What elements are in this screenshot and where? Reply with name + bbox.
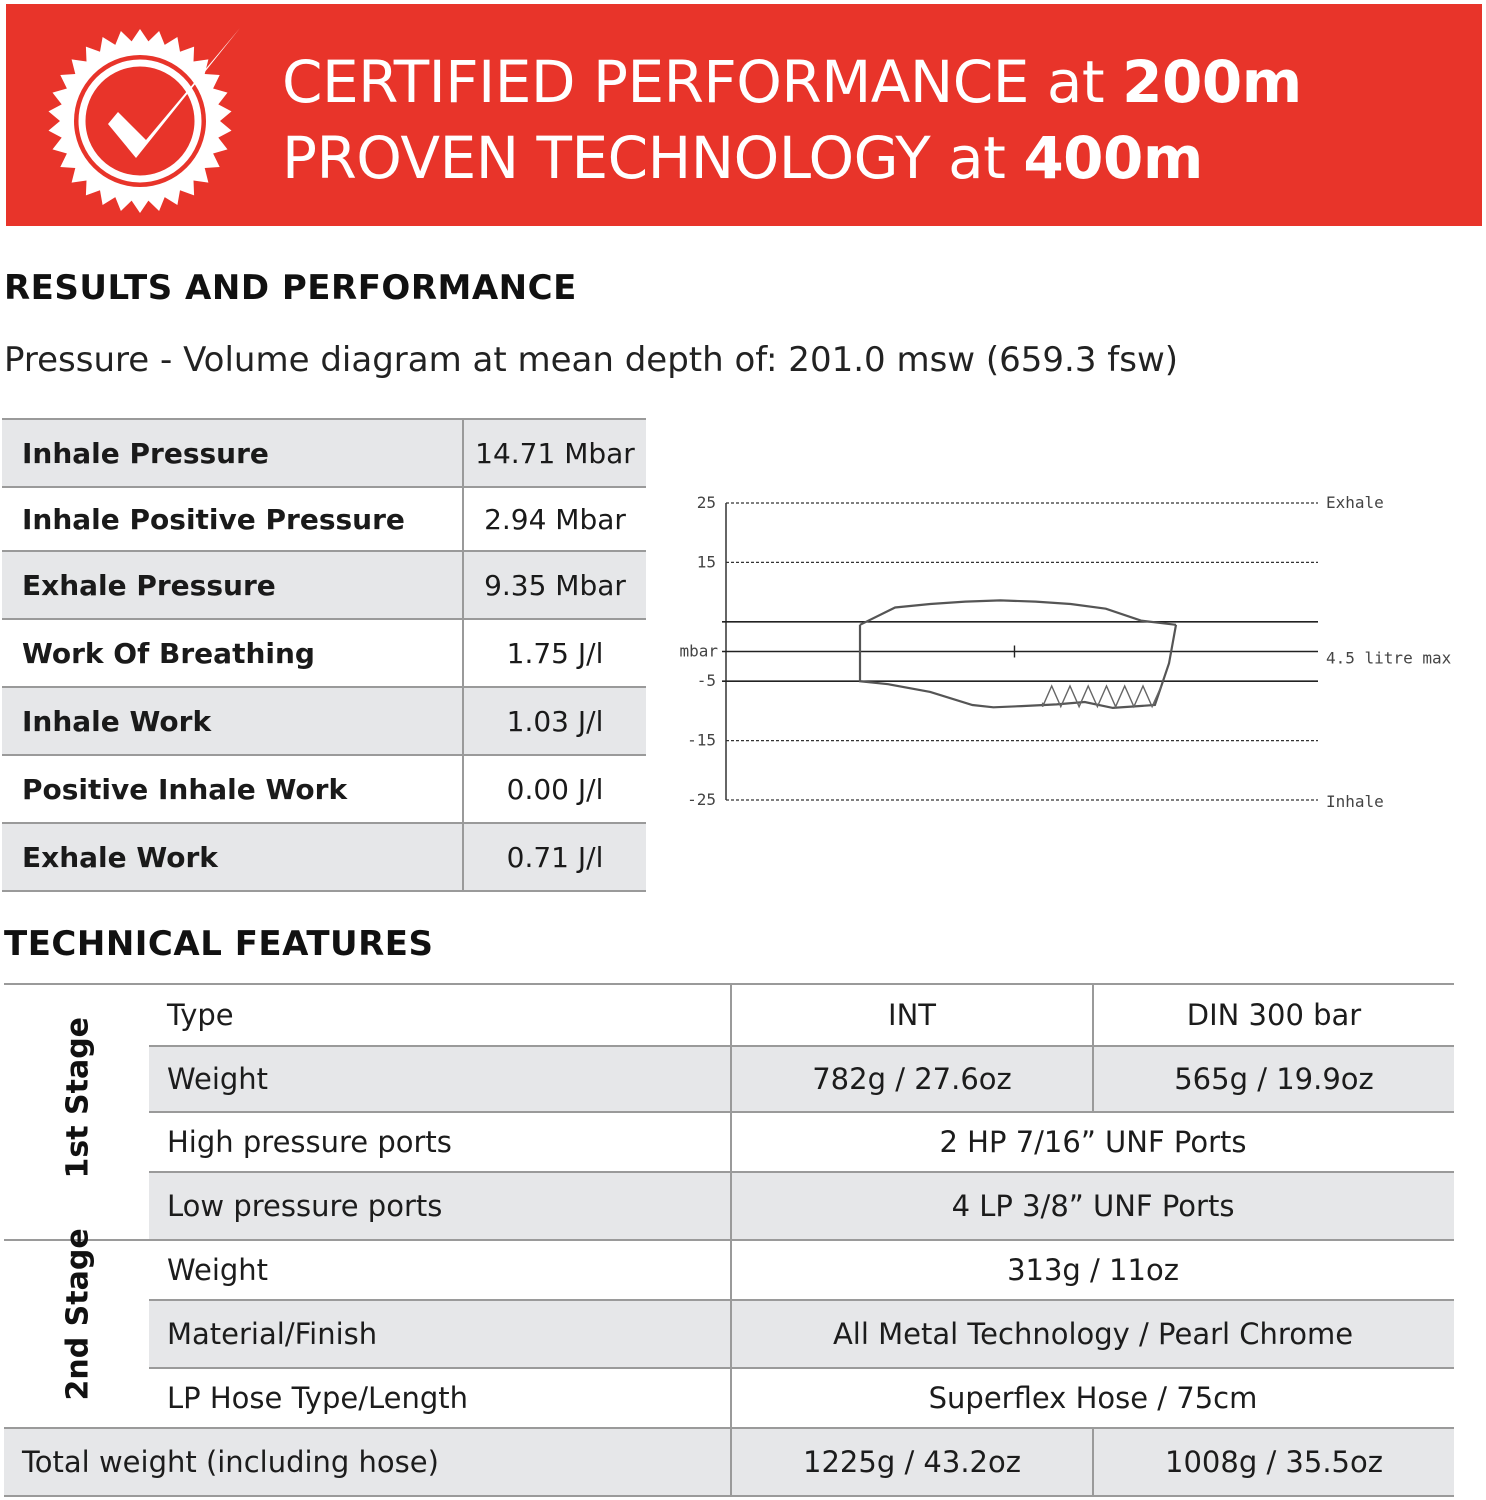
table-row: LP Hose Type/Length Superflex Hose / 75c… [4, 1369, 1454, 1427]
banner-line-certified: CERTIFIED PERFORMANCE at 200m [282, 48, 1302, 116]
table-row: Material/Finish All Metal Technology / P… [4, 1301, 1454, 1367]
row-value: 0.00 J/l [463, 754, 646, 824]
table-row: Positive Inhale Work 0.00 J/l [2, 754, 646, 824]
table-row: Work Of Breathing 1.75 J/l [2, 618, 646, 688]
row-value: 2.94 Mbar [463, 486, 646, 552]
certified-check-icon [48, 28, 240, 213]
exhale-curve [859, 599, 1177, 626]
row-label: LP Hose Type/Length [167, 1381, 468, 1415]
annotation-inhale: Inhale [1326, 792, 1384, 811]
table-row: Exhale Pressure 9.35 Mbar [2, 550, 646, 620]
row-label: Exhale Pressure [2, 550, 464, 620]
row-label: Positive Inhale Work [2, 754, 464, 824]
row-value: 14.71 Mbar [463, 418, 646, 488]
pressure-volume-chart: 25 15 -5 -15 -25 mbar Exhale 4.5 litre max Inhal… [679, 493, 1452, 811]
table-row: Type INT DIN 300 bar [4, 985, 1454, 1045]
total-label: Total weight (including hose) [22, 1445, 439, 1479]
table-row: Weight 313g / 11oz [4, 1241, 1454, 1299]
row-label: Work Of Breathing [2, 618, 464, 688]
int-value: 782g / 27.6oz [730, 1047, 1092, 1111]
certified-banner: CERTIFIED PERFORMANCE at 200m PROVEN TEC… [6, 4, 1482, 226]
table-row: Weight 782g / 27.6oz 565g / 19.9oz [4, 1047, 1454, 1111]
din-value: 565g / 19.9oz [1092, 1047, 1454, 1111]
inhale-oscillation [1041, 684, 1162, 709]
inhale-curve [858, 624, 1178, 710]
total-int-value: 1225g / 43.2oz [730, 1429, 1092, 1495]
row-label: Low pressure ports [167, 1189, 443, 1223]
table-row: Inhale Positive Pressure 2.94 Mbar [2, 486, 646, 552]
y-tick-label: -5 [697, 671, 716, 690]
banner-line1-depth: 200m [1122, 48, 1302, 116]
row-label: Type [167, 998, 234, 1032]
table-row: Exhale Work 0.71 J/l [2, 822, 646, 892]
row-value: 2 HP 7/16” UNF Ports [730, 1113, 1454, 1171]
int-value: INT [730, 985, 1092, 1045]
total-row: Total weight (including hose) 1225g / 43… [4, 1429, 1454, 1495]
row-label: Weight [167, 1062, 269, 1096]
row-value: 4 LP 3/8” UNF Ports [730, 1173, 1454, 1239]
stage1-label: 1st Stage [60, 1016, 96, 1179]
row-value: 0.71 J/l [463, 822, 646, 892]
banner-line1-text: CERTIFIED PERFORMANCE at [282, 48, 1123, 116]
row-value: 313g / 11oz [730, 1241, 1454, 1299]
din-value: DIN 300 bar [1092, 985, 1454, 1045]
y-axis-label: mbar [679, 642, 718, 661]
row-label: High pressure ports [167, 1125, 452, 1159]
table-row: Low pressure ports 4 LP 3/8” UNF Ports [4, 1173, 1454, 1239]
pv-diagram-subtitle: Pressure - Volume diagram at mean depth … [4, 340, 1179, 380]
results-table: Inhale Pressure 14.71 Mbar Inhale Positi… [2, 418, 646, 892]
row-label: Exhale Work [2, 822, 464, 892]
results-heading: RESULTS AND PERFORMANCE [4, 268, 577, 308]
row-label: Inhale Positive Pressure [2, 486, 464, 552]
table-row: High pressure ports 2 HP 7/16” UNF Ports [4, 1113, 1454, 1171]
row-value: 1.03 J/l [463, 686, 646, 756]
annotation-volume: 4.5 litre max [1326, 649, 1452, 668]
annotation-exhale: Exhale [1326, 493, 1384, 512]
row-value: All Metal Technology / Pearl Chrome [730, 1301, 1454, 1367]
y-tick-label: -15 [687, 731, 716, 750]
row-label: Material/Finish [167, 1317, 378, 1351]
row-label: Inhale Pressure [2, 418, 464, 488]
total-din-value: 1008g / 35.5oz [1092, 1429, 1454, 1495]
row-value: Superflex Hose / 75cm [730, 1369, 1454, 1427]
stage2-label: 2nd Stage [60, 1228, 96, 1401]
y-tick-label: -25 [687, 790, 716, 809]
banner-line2-depth: 400m [1023, 124, 1203, 192]
y-tick-label: 15 [697, 552, 716, 571]
banner-line2-text: PROVEN TECHNOLOGY at [282, 124, 1024, 192]
row-value: 1.75 J/l [463, 618, 646, 688]
row-label: Weight [167, 1253, 269, 1287]
row-value: 9.35 Mbar [463, 550, 646, 620]
table-row: Inhale Pressure 14.71 Mbar [2, 418, 646, 488]
row-label: Inhale Work [2, 686, 464, 756]
table-row: Inhale Work 1.03 J/l [2, 686, 646, 756]
y-tick-label: 25 [697, 493, 716, 512]
technical-heading: TECHNICAL FEATURES [4, 924, 434, 964]
banner-line-proven: PROVEN TECHNOLOGY at 400m [282, 124, 1203, 192]
